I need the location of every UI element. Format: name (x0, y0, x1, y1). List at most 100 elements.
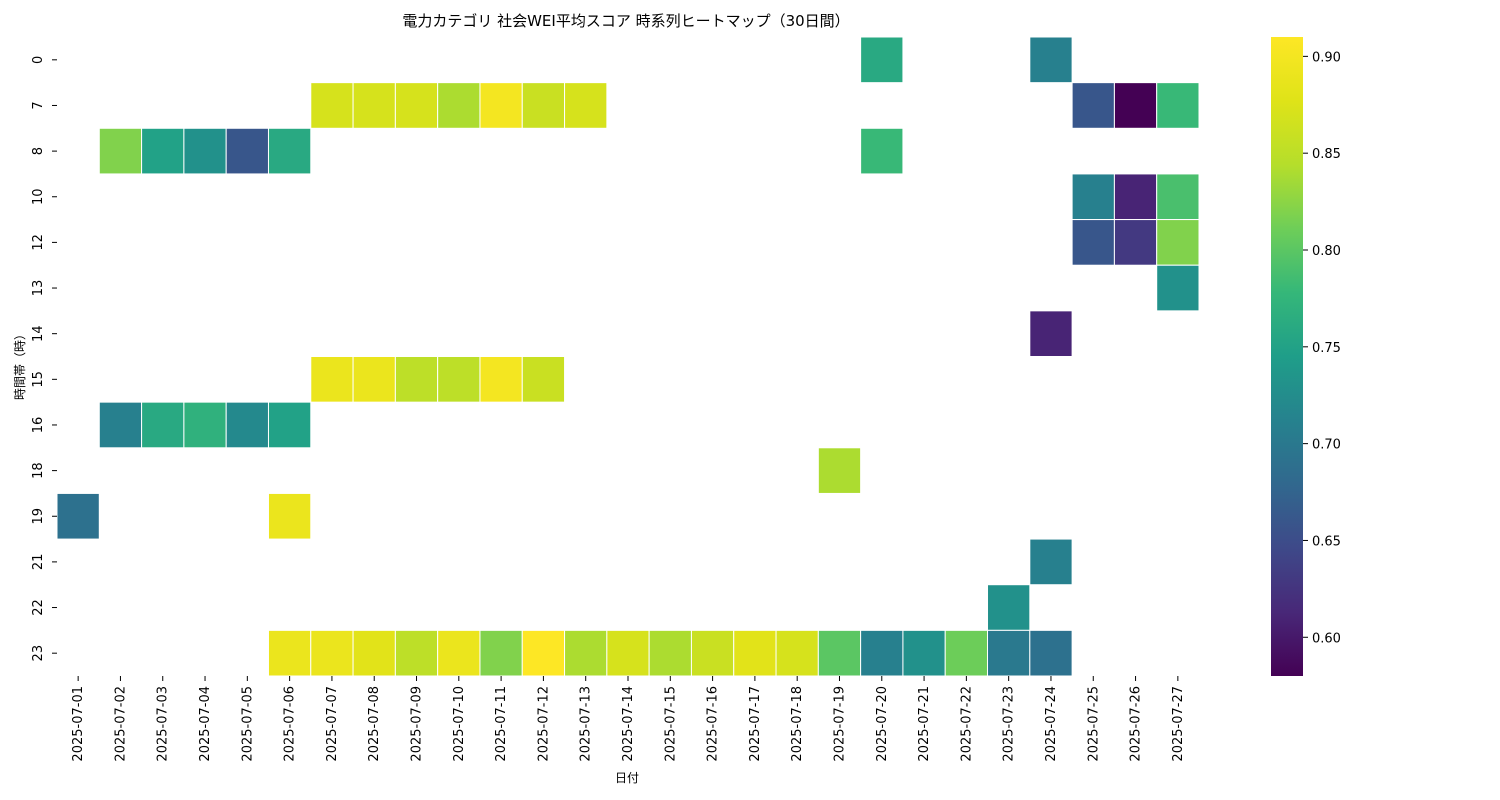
colorbar-tick-label: 0.75 (1312, 341, 1341, 356)
heatmap-cell (479, 629, 523, 677)
colorbar (1271, 37, 1303, 676)
heatmap-cell (987, 629, 1031, 677)
heatmap-cell (352, 82, 396, 129)
x-tick-label: 2025-07-06 (283, 686, 298, 762)
heatmap-cell (437, 356, 481, 403)
x-tick-label: 2025-07-26 (1129, 686, 1144, 762)
heatmap-cell (225, 127, 269, 175)
colorbar-tick-label: 0.60 (1312, 631, 1341, 646)
y-tick-label: 7 (31, 101, 46, 109)
heatmap-cell (479, 356, 523, 403)
y-axis-label: 時間帯（時） (13, 328, 27, 400)
heatmap-cell (98, 127, 143, 175)
heatmap-cell (310, 356, 354, 403)
heatmap-cell (437, 82, 481, 129)
colorbar-tick-label: 0.70 (1312, 438, 1341, 453)
x-tick-label: 2025-07-02 (113, 686, 128, 762)
x-tick-label: 2025-07-10 (452, 686, 467, 762)
heatmap-cell (521, 629, 566, 677)
x-tick-label: 2025-07-27 (1171, 686, 1186, 762)
x-tick-label: 2025-07-12 (536, 686, 551, 762)
heatmap-cell (141, 401, 185, 449)
heatmap-cell (1113, 173, 1158, 221)
heatmap-cell (183, 401, 227, 449)
colorbar-tick-label: 0.80 (1312, 244, 1341, 259)
heatmap-cell (1071, 219, 1115, 266)
x-tick-label: 2025-07-15 (663, 686, 678, 762)
y-tick-label: 13 (31, 280, 46, 297)
heatmap-cell (944, 629, 989, 677)
heatmap-cell (394, 356, 439, 403)
heatmap-cell (310, 629, 354, 677)
x-tick-label: 2025-07-25 (1086, 686, 1101, 762)
x-tick-label: 2025-07-18 (790, 686, 805, 762)
x-axis-label: 日付 (615, 771, 639, 785)
x-tick-label: 2025-07-23 (1002, 686, 1017, 762)
heatmap-cell (1071, 82, 1115, 129)
heatmap-cell (1029, 629, 1073, 677)
heatmap-cell (987, 584, 1031, 631)
heatmap-cell (564, 629, 608, 677)
heatmap-cell (225, 401, 269, 449)
x-tick-label: 2025-07-05 (240, 686, 255, 762)
heatmap-cell (394, 82, 439, 129)
heatmap-cell (267, 401, 312, 449)
y-tick-label: 19 (31, 508, 46, 525)
x-tick-label: 2025-07-09 (410, 686, 425, 762)
y-tick-label: 18 (31, 462, 46, 479)
heatmap-cell (817, 447, 862, 494)
y-tick-label: 14 (31, 325, 46, 342)
colorbar-tick-label: 0.65 (1312, 534, 1341, 549)
heatmap-cells (56, 36, 1200, 677)
x-tick-label: 2025-07-21 (917, 686, 932, 762)
x-tick-label: 2025-07-04 (198, 686, 213, 762)
heatmap-cell (1113, 219, 1158, 266)
heatmap-cell (1029, 36, 1073, 84)
heatmap-cell (1113, 82, 1158, 129)
heatmap-cell (183, 127, 227, 175)
y-axis-ticks: 0 7 8 10 12 13 14 15 16 18 19 21 22 23 (31, 56, 57, 661)
colorbar-tick-label: 0.90 (1312, 50, 1341, 65)
heatmap-cell (648, 629, 692, 677)
heatmap-cell (267, 127, 312, 175)
heatmap-cell (352, 356, 396, 403)
heatmap-cell (267, 492, 312, 540)
heatmap-cell (479, 82, 523, 129)
heatmap-cell (606, 629, 650, 677)
heatmap-cell (1156, 264, 1200, 312)
x-tick-label: 2025-07-24 (1044, 686, 1059, 762)
x-tick-label: 2025-07-01 (71, 686, 86, 762)
heatmap-cell (860, 36, 904, 84)
y-tick-label: 22 (31, 599, 46, 616)
x-tick-label: 2025-07-03 (156, 686, 171, 762)
heatmap-cell (817, 629, 862, 677)
y-tick-label: 12 (31, 234, 46, 251)
x-tick-label: 2025-07-17 (748, 686, 763, 762)
heatmap-cell (267, 629, 312, 677)
heatmap-cell (521, 82, 566, 129)
x-tick-label: 2025-07-19 (832, 686, 847, 762)
heatmap-cell (56, 492, 100, 540)
y-tick-label: 0 (31, 56, 46, 64)
x-tick-label: 2025-07-07 (325, 686, 340, 762)
x-tick-label: 2025-07-14 (621, 686, 636, 762)
x-tick-label: 2025-07-11 (494, 686, 509, 762)
heatmap-cell (902, 629, 946, 677)
y-tick-label: 10 (31, 188, 46, 205)
heatmap-cell (775, 629, 819, 677)
y-tick-label: 16 (31, 417, 46, 434)
colorbar-tick-label: 0.85 (1312, 147, 1341, 162)
heatmap-cell (1029, 538, 1073, 586)
heatmap-cell (733, 629, 777, 677)
heatmap-cell (310, 82, 354, 129)
heatmap-cell (1156, 219, 1200, 266)
x-axis-ticks: 2025-07-01 2025-07-02 2025-07-03 2025-07-04… (71, 676, 1186, 762)
heatmap-cell (521, 356, 566, 403)
heatmap-cell (1156, 173, 1200, 221)
colorbar-ticks: 0.60 0.65 0.70 0.75 0.80 0.85 0.90 (1303, 50, 1341, 646)
heatmap-cell (860, 127, 904, 175)
heatmap-cell (860, 629, 904, 677)
heatmap-cell (352, 629, 396, 677)
heatmap-cell (1156, 82, 1200, 129)
